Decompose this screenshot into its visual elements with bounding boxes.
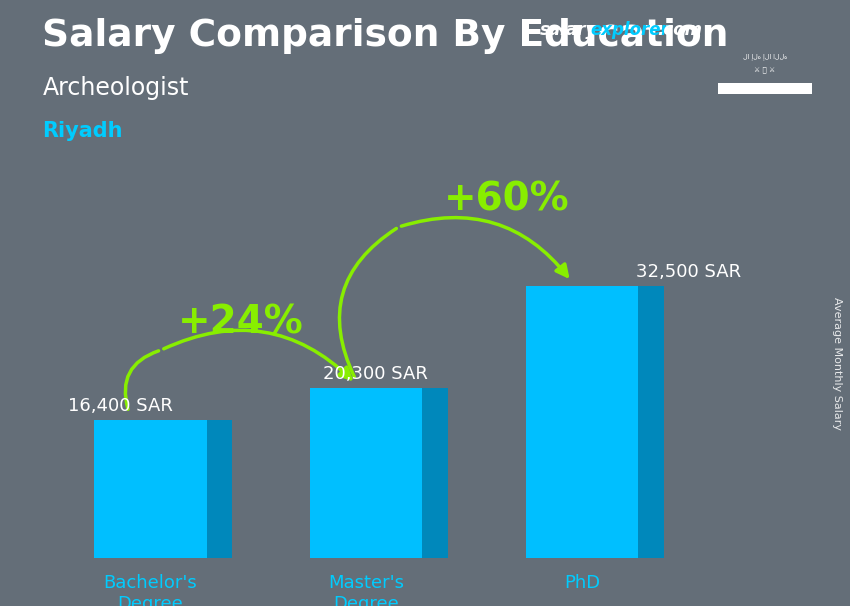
Text: 16,400 SAR: 16,400 SAR [68, 398, 173, 415]
Text: Salary Comparison By Education: Salary Comparison By Education [42, 18, 728, 54]
Text: .com: .com [657, 21, 702, 39]
Text: +60%: +60% [444, 181, 570, 219]
Bar [526, 285, 638, 558]
Text: Riyadh: Riyadh [42, 121, 123, 141]
Text: salary: salary [540, 21, 597, 39]
Polygon shape [638, 285, 664, 558]
Polygon shape [207, 421, 232, 558]
Text: Archeologist: Archeologist [42, 76, 189, 100]
Text: لا إله إلا الله: لا إله إلا الله [743, 53, 787, 59]
Text: ⚔️ 🌴 ⚔️: ⚔️ 🌴 ⚔️ [755, 66, 775, 73]
Bar [718, 83, 812, 94]
Bar [94, 421, 207, 558]
Text: 20,300 SAR: 20,300 SAR [323, 365, 428, 382]
Bar [310, 388, 422, 558]
Text: +24%: +24% [178, 304, 304, 342]
Text: explorer: explorer [591, 21, 670, 39]
Polygon shape [422, 388, 448, 558]
Text: Average Monthly Salary: Average Monthly Salary [832, 297, 842, 430]
Text: 32,500 SAR: 32,500 SAR [636, 262, 741, 281]
